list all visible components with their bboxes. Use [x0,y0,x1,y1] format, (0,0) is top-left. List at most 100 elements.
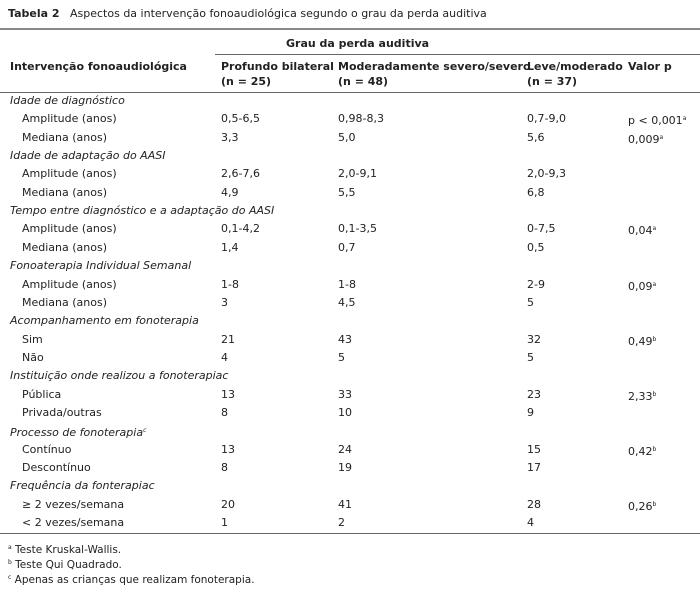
cell-text: 24 [338,442,352,456]
row-label: Não [22,351,44,365]
section-heading: Acompanhamento em fonoterapia [10,314,199,328]
row-label: Pública [22,388,61,402]
row-label: Amplitude (anos) [22,112,117,126]
footnote: a Teste Kruskal-Wallis. [8,541,121,557]
cell: 0,09a [628,278,656,294]
table-label: Tabela 2 [8,7,60,20]
cell-text: 2-9 [527,277,545,291]
footnote-mark: a [652,280,657,288]
cell: 3 [221,296,228,310]
cell-text: 1,4 [221,240,239,254]
cell-text: 5,5 [338,185,356,199]
cell: 2,0-9,3 [527,167,566,181]
footnote-mark: a [652,225,657,233]
row-label: ≥ 2 vezes/semana [22,498,124,512]
cell: 2-9 [527,278,545,292]
cell: 0,1-3,5 [338,222,377,236]
cell: 3,3 [221,131,239,145]
cell-text: Mediana (anos) [22,295,108,309]
cell: 8 [221,461,228,475]
cell-text: 2,6-7,6 [221,167,260,181]
footnote-text: Teste Qui Quadrado. [15,559,122,571]
cell: 5,0 [338,131,356,145]
cell-text: Mediana (anos) [22,185,108,199]
cell: 33 [338,388,352,402]
cell-text: 2 [338,516,345,530]
cell-text: 0,1-3,5 [338,222,377,236]
cell-text: 0,98-8,3 [338,112,384,126]
section-heading: Idade de adaptação do AASI [10,149,165,163]
cell: 1-8 [221,278,239,292]
cell: 23 [527,388,541,402]
cell-text: 5 [527,295,534,309]
cell-text: 3 [221,295,228,309]
cell: 32 [527,333,541,347]
cell: 0,5-6,5 [221,112,260,126]
rule [0,28,700,30]
cell: 2,6-7,6 [221,167,260,181]
rule [0,92,700,93]
footnote-mark: b [8,559,12,566]
cell: 17 [527,461,541,475]
cell: 5,6 [527,131,545,145]
cell: 0,04a [628,222,656,238]
cell: 4 [221,351,228,365]
cell-text: Mediana (anos) [22,130,108,144]
cell: 15 [527,443,541,457]
cell-text: 0-7,5 [527,222,556,236]
row-label: Contínuo [22,443,71,457]
cell: 4,9 [221,186,239,200]
cell: 0,42b [628,443,656,459]
footnote-mark: b [652,390,657,398]
column-header: Moderadamente severo/severo [338,60,531,73]
footnote: b Teste Qui Quadrado. [8,556,122,572]
row-label: Mediana (anos) [22,241,107,255]
cell: 0,26b [628,498,656,514]
cell: 2,33b [628,388,656,404]
cell-text: 0,49 [628,334,653,348]
heading-text: Tempo entre diagnóstico e a adaptação do… [10,204,275,218]
cell-text: 10 [338,405,352,419]
cell: p < 0,001a [628,112,686,128]
cell-text: 2,0-9,3 [527,167,566,181]
cell: 43 [338,333,352,347]
cell-text: 1-8 [338,277,356,291]
footnote-mark: a [8,544,12,551]
cell-text: Amplitude (anos) [22,222,117,236]
cell-text: 5,6 [527,130,545,144]
cell-text: 0,7-9,0 [527,112,566,126]
cell-text: Amplitude (anos) [22,112,117,126]
cell: 2 [338,516,345,530]
cell-text: 13 [221,442,235,456]
cell-text: 43 [338,332,352,346]
cell-text: Mediana (anos) [22,240,108,254]
cell-text: 2,0-9,1 [338,167,377,181]
row-label: < 2 vezes/semana [22,516,124,530]
cell: 2,0-9,1 [338,167,377,181]
footnote-mark: a [659,133,664,141]
cell-text: 5 [527,350,534,364]
cell: 0,1-4,2 [221,222,260,236]
column-n: (n = 25) [221,75,272,88]
footnote-mark: b [652,500,657,508]
cell-text: 0,09 [628,279,653,293]
cell: 5 [527,351,534,365]
cell-text: 33 [338,387,352,401]
cell-text: Não [22,350,44,364]
cell-text: 0,009 [628,132,660,146]
cell: 21 [221,333,235,347]
cell-text: 0,42 [628,444,653,458]
heading-text: Idade de adaptação do AASI [10,149,166,163]
cell: 0,009a [628,131,663,147]
cell-text: 5,0 [338,130,356,144]
cell: 0,49b [628,333,656,349]
footnote-mark: a [682,115,687,123]
cell-text: Amplitude (anos) [22,277,117,291]
cell: 10 [338,406,352,420]
cell-text: 15 [527,442,541,456]
cell-text: 5 [338,350,345,364]
column-header: Profundo bilateral [221,60,334,73]
cell-text: Privada/outras [22,405,102,419]
footnote-text: Apenas as crianças que realizam fonotera… [14,574,255,586]
footnote: c Apenas as crianças que realizam fonote… [8,571,255,587]
